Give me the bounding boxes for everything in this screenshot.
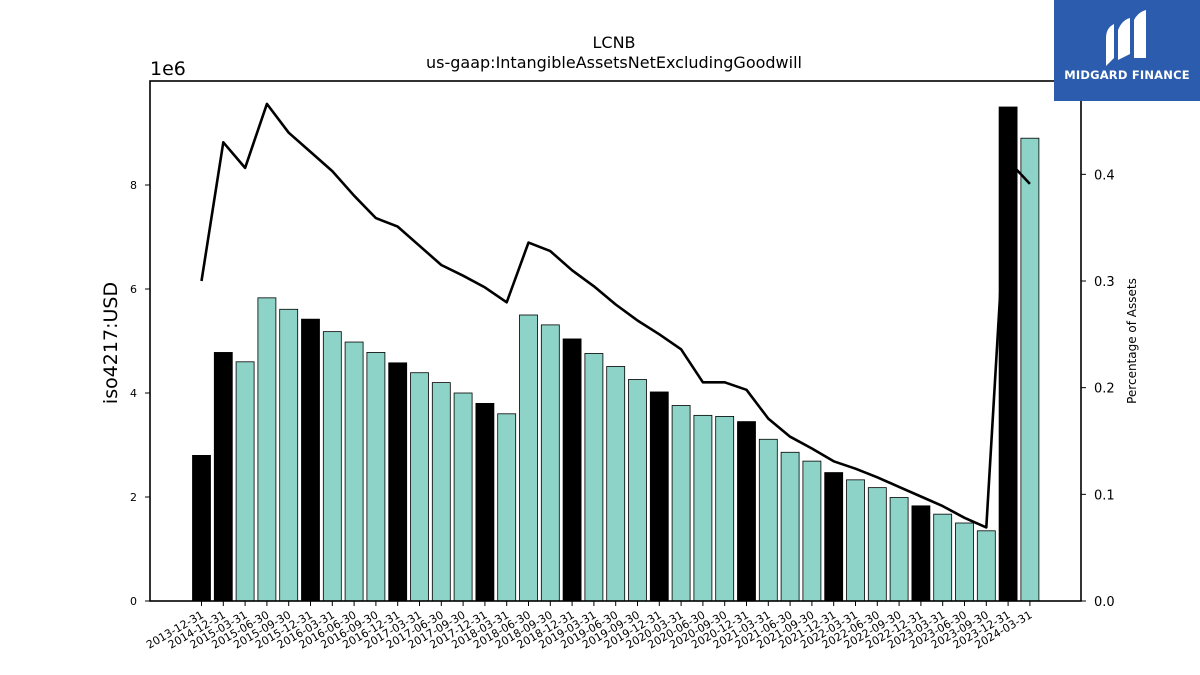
bar-2019-03-31 xyxy=(584,353,604,602)
bar-2013-12-31 xyxy=(192,454,211,602)
bar-2021-06-30 xyxy=(780,451,800,602)
y2-tick-label: 0.0 xyxy=(1094,595,1115,610)
bar-2023-09-30 xyxy=(976,530,996,602)
bar-2019-12-31 xyxy=(649,391,669,602)
bar-2020-03-31 xyxy=(671,405,691,602)
y2-tick-label: 0.2 xyxy=(1094,382,1115,397)
bar-2022-06-30 xyxy=(867,487,887,602)
y-tick-label: 2 xyxy=(130,491,137,504)
bar-2024-03-31 xyxy=(1020,137,1040,602)
bar-2016-03-31 xyxy=(322,331,342,602)
line-percentage-of-assets xyxy=(200,102,1031,529)
bar-2022-03-31 xyxy=(846,479,865,602)
axes-group: 024680.00.10.20.30.42013-12-312014-12-31… xyxy=(130,80,1115,652)
bar-2020-09-30 xyxy=(715,415,735,602)
bar-2016-06-30 xyxy=(344,341,364,602)
logo-text: MIDGARD FINANCE xyxy=(1064,68,1190,82)
bar-2022-09-30 xyxy=(889,497,909,602)
y2-tick-label: 0.3 xyxy=(1094,275,1115,290)
brand-logo: MIDGARD FINANCE xyxy=(1054,0,1200,101)
bar-2014-12-31 xyxy=(213,352,233,602)
bar-2015-12-31 xyxy=(301,318,320,602)
y-offset-label: 1e6 xyxy=(150,58,186,80)
bar-2021-03-31 xyxy=(758,438,778,602)
bar-2018-12-31 xyxy=(562,338,582,602)
y-tick-label: 8 xyxy=(130,179,137,192)
bar-2023-03-31 xyxy=(933,513,953,602)
logo-mark-icon xyxy=(1106,10,1146,66)
bar-group xyxy=(192,106,1040,602)
bar-2020-12-31 xyxy=(737,421,756,602)
bar-2018-03-31 xyxy=(497,413,517,602)
y-tick-label: 6 xyxy=(130,283,137,296)
bar-2022-12-31 xyxy=(911,505,931,602)
bar-2018-06-30 xyxy=(519,314,538,602)
bar-2017-12-31 xyxy=(475,402,495,602)
y2-tick-label: 0.1 xyxy=(1094,488,1115,503)
bar-2015-03-31 xyxy=(235,361,255,602)
bar-2019-06-30 xyxy=(606,366,626,602)
y-tick-label: 0 xyxy=(130,595,137,608)
bar-2015-09-30 xyxy=(279,308,299,602)
bar-2019-09-30 xyxy=(628,379,647,602)
y-axis-label: iso4217:USD xyxy=(100,282,122,404)
bar-2015-06-30 xyxy=(257,297,277,602)
y2-axis-label: Percentage of Assets xyxy=(1125,278,1139,404)
chart-title: LCNB xyxy=(592,33,635,52)
bar-2018-09-30 xyxy=(540,324,560,602)
y2-tick-label: 0.4 xyxy=(1094,168,1115,183)
line-group xyxy=(200,102,1031,529)
bar-2017-06-30 xyxy=(431,382,451,602)
bar-2016-09-30 xyxy=(366,352,386,602)
bar-2017-09-30 xyxy=(453,392,473,602)
bar-2020-06-30 xyxy=(693,414,713,602)
bar-2021-12-31 xyxy=(824,472,844,602)
bar-2016-12-31 xyxy=(388,362,408,602)
bar-2017-03-31 xyxy=(410,372,429,602)
chart-subtitle: us-gaap:IntangibleAssetsNetExcludingGood… xyxy=(426,53,802,72)
bar-2023-06-30 xyxy=(955,522,974,602)
bar-2021-09-30 xyxy=(802,460,822,602)
y-tick-label: 4 xyxy=(130,387,137,400)
